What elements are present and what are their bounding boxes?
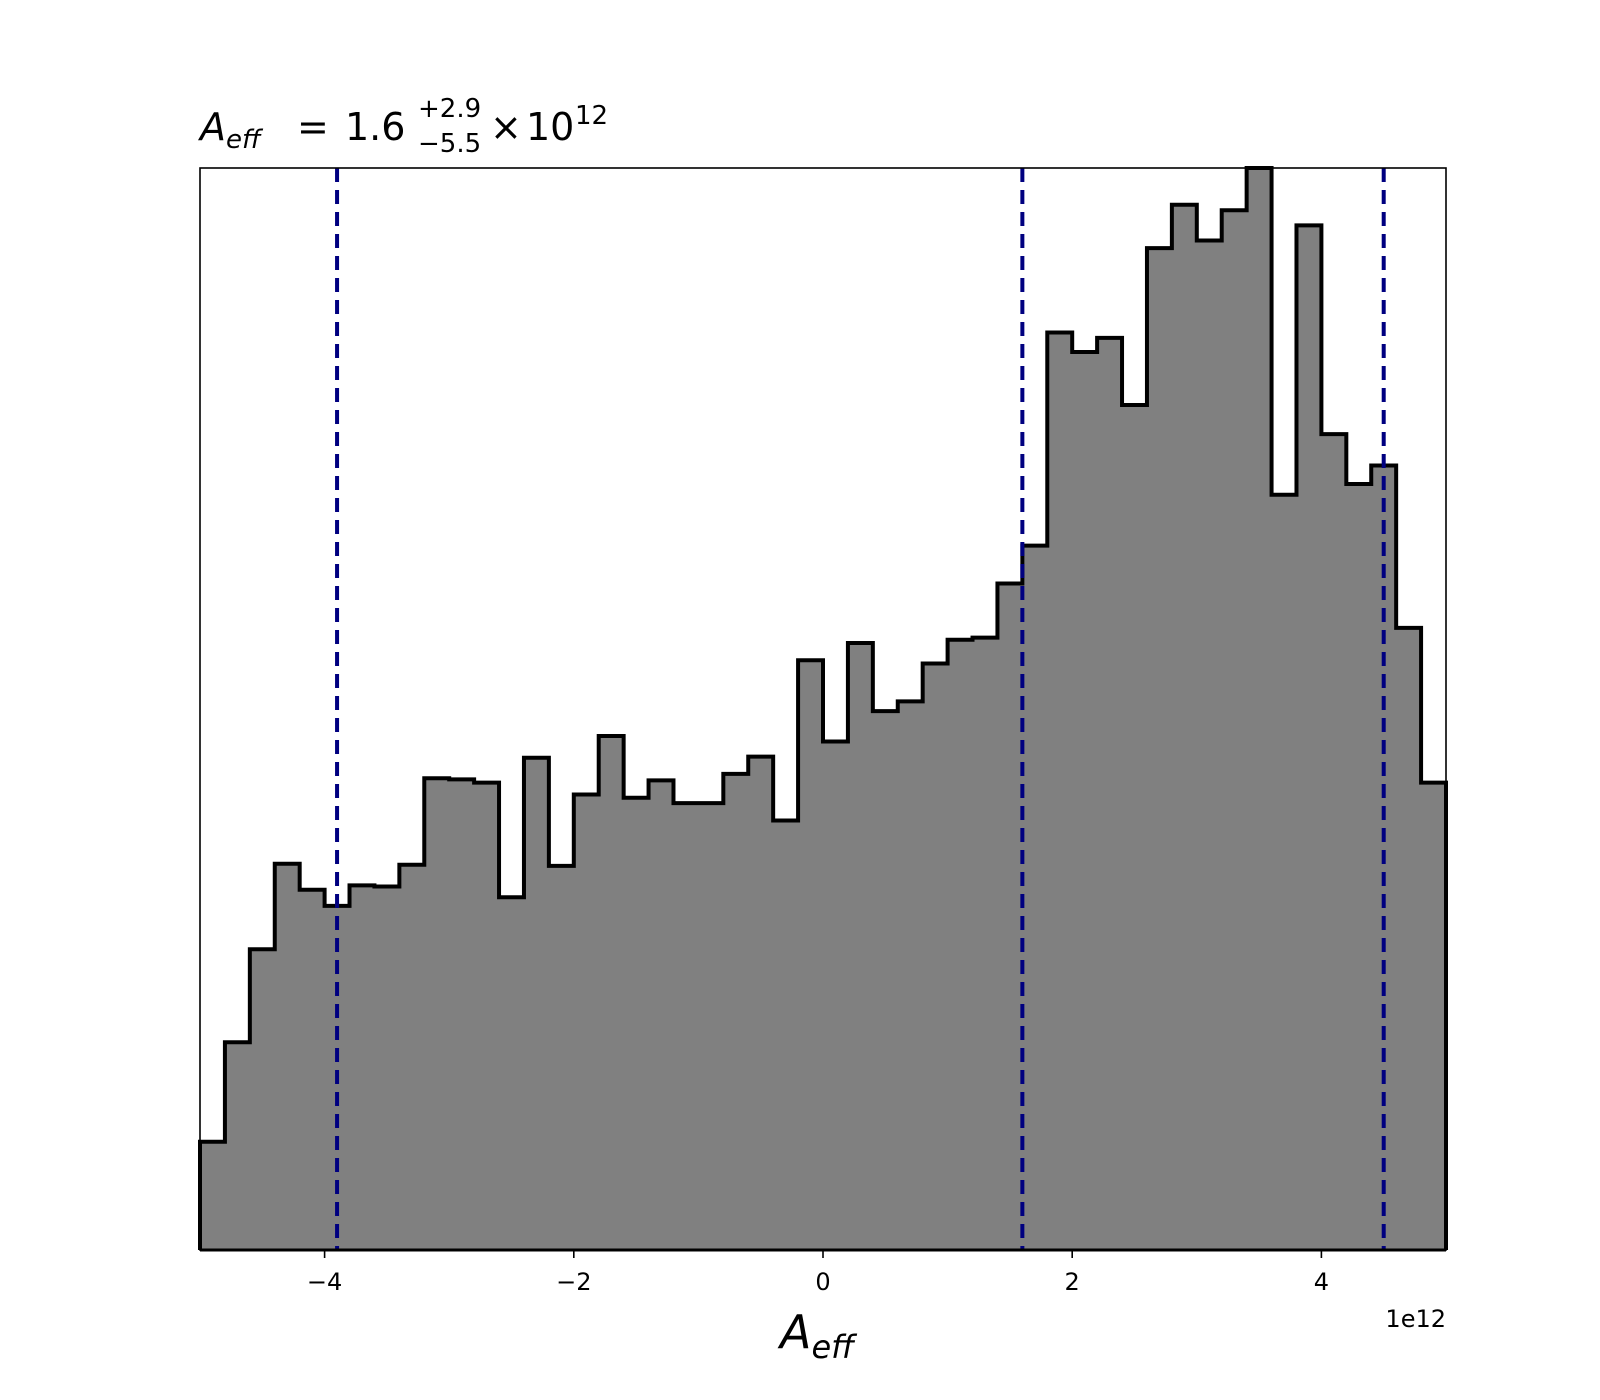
histogram-bar — [1221, 210, 1248, 1250]
histogram-bar — [673, 803, 699, 1250]
chart-title-base: 10 — [526, 105, 574, 149]
histogram-bar — [972, 637, 999, 1250]
histogram-bar — [349, 885, 376, 1250]
chart-title: Aeff — [197, 105, 264, 155]
chart-title-equals: = — [297, 105, 329, 149]
chart-title-lower: −5.5 — [418, 129, 481, 159]
x-tick-label: −4 — [307, 1268, 342, 1296]
histogram-bar — [847, 642, 874, 1250]
histogram-bar — [1047, 332, 1073, 1250]
histogram-bar — [499, 897, 525, 1250]
histogram-bar — [1296, 225, 1322, 1251]
x-tick-label: 0 — [815, 1268, 830, 1296]
x-axis-label: Aeff — [777, 1305, 858, 1366]
histogram-bar — [1072, 351, 1098, 1250]
histogram-bar — [299, 889, 326, 1250]
histogram-bar — [1346, 483, 1372, 1251]
histogram-bar — [947, 639, 974, 1250]
histogram-bar — [698, 803, 724, 1250]
histogram-bar — [922, 663, 949, 1250]
x-offset-label: 1e12 — [1385, 1305, 1446, 1333]
histogram-bar — [274, 863, 301, 1250]
chart-title-median: 1.6 — [345, 105, 405, 149]
histogram-bar — [224, 1042, 251, 1250]
histogram-bar — [897, 701, 924, 1250]
histogram-outline — [198, 166, 1448, 1250]
histogram-bar — [474, 782, 500, 1250]
chart-title-times: × — [490, 105, 522, 149]
chart-title-exponent: 12 — [575, 101, 608, 131]
histogram-bar — [1122, 404, 1148, 1250]
histogram-bar — [424, 778, 450, 1250]
histogram-bar — [200, 1141, 226, 1250]
histogram-bar — [1196, 240, 1223, 1250]
histogram-bar — [249, 949, 276, 1250]
histogram-bar — [1246, 168, 1273, 1250]
histogram-bar — [648, 780, 675, 1250]
histogram-bar — [1321, 434, 1347, 1250]
histogram-bar — [723, 773, 749, 1250]
histogram-bar — [1396, 627, 1422, 1250]
histogram-bar — [573, 794, 600, 1250]
histogram-bar — [1097, 337, 1123, 1250]
x-tick-label: 4 — [1314, 1268, 1329, 1296]
histogram-bar — [1022, 545, 1048, 1250]
histogram-bar — [1421, 782, 1447, 1250]
histogram-bar — [374, 886, 400, 1250]
histogram-bar — [598, 736, 625, 1250]
x-tick-label: 2 — [1065, 1268, 1080, 1296]
histogram-bar — [748, 756, 774, 1250]
histogram-bar — [1171, 204, 1198, 1251]
histogram-bar — [773, 820, 799, 1250]
histogram-bar — [872, 711, 899, 1250]
plot-area: −4 −2 0 2 4 — [198, 166, 1448, 1296]
histogram-bar — [399, 864, 425, 1250]
histogram-bar — [523, 757, 550, 1250]
chart-title-upper: +2.9 — [418, 94, 481, 124]
histogram-bar — [798, 660, 824, 1250]
histogram-bar — [623, 797, 650, 1250]
histogram-bar — [823, 741, 849, 1250]
histogram-bar — [997, 583, 1023, 1250]
x-tick-label: −2 — [556, 1268, 591, 1296]
histogram-bar — [1146, 248, 1173, 1250]
histogram-bar — [548, 865, 575, 1250]
histogram-bar — [1271, 494, 1298, 1250]
histogram-bar — [449, 779, 475, 1250]
